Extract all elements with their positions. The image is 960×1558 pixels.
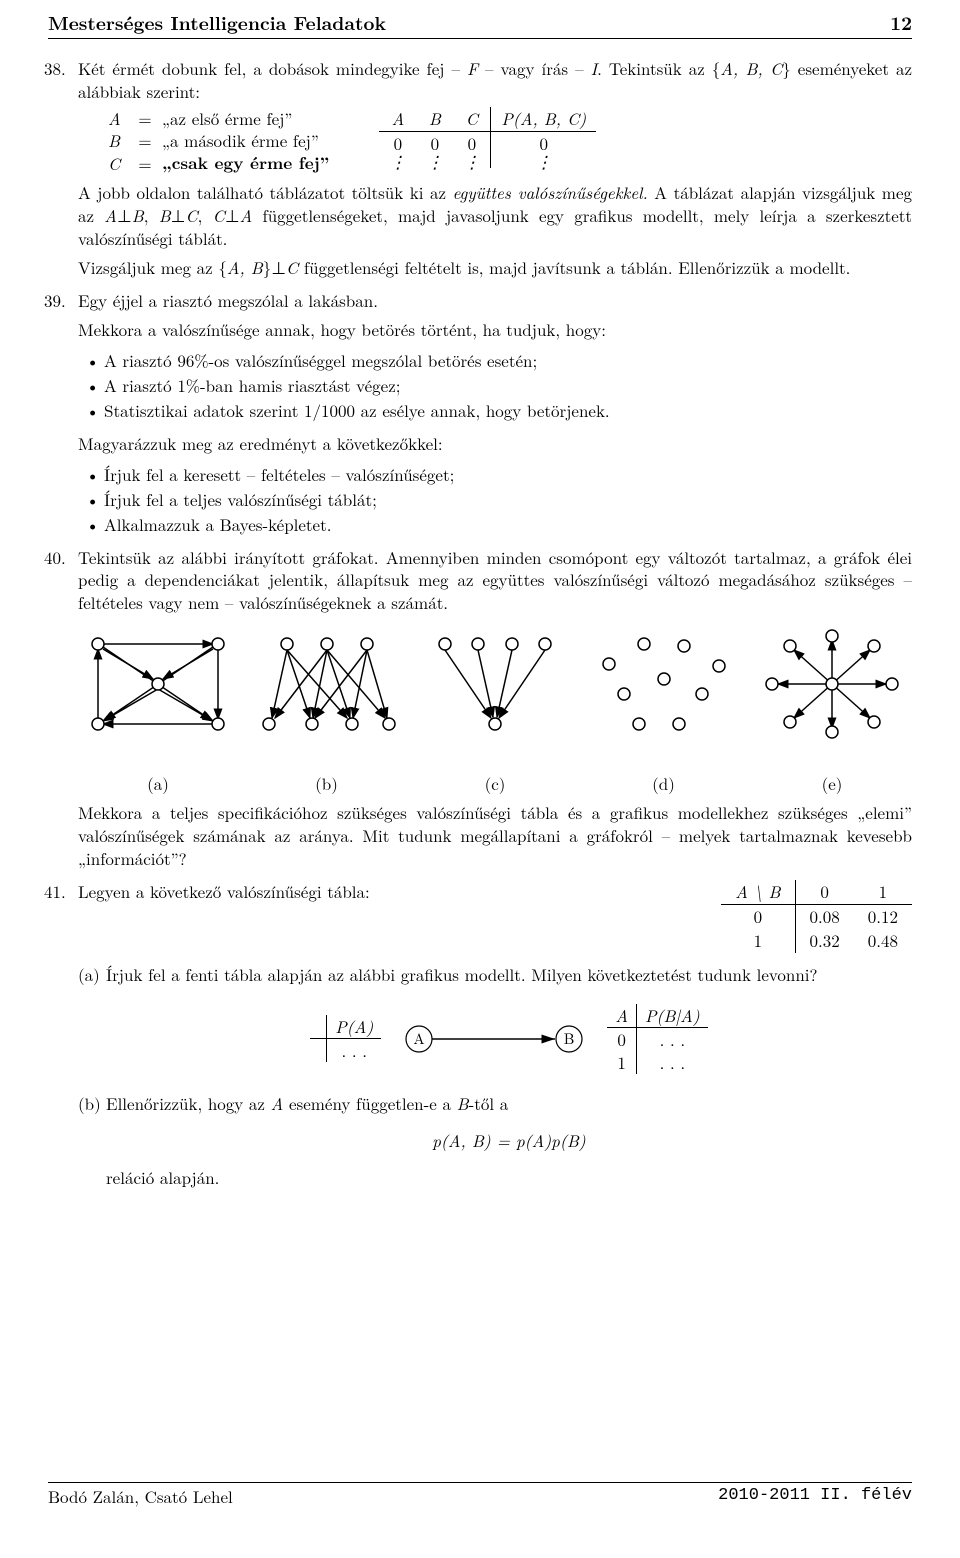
p38-para1: A jobb oldalon található táblázatot tölt… (78, 181, 912, 250)
graph-b (247, 624, 407, 744)
p39-bullets-2: Írjuk fel a keresett – feltételes – való… (78, 463, 912, 536)
p38-definitions: A=„az első érme fej” B=„a második érme f… (108, 107, 329, 176)
p39-mid: Magyarázzuk meg az eredményt a következő… (78, 432, 912, 455)
page-header: Mesterséges Intelligencia Feladatok 12 (48, 10, 912, 39)
p40-intro: Tekintsük az alábbi irányított gráfokat.… (78, 546, 912, 615)
graph-label: (e) (752, 772, 912, 795)
p38-joint-table: A B C P(A, B, C) 0 0 0 0 ⋮ (379, 107, 596, 168)
graph-e (752, 624, 912, 744)
list-item: Írjuk fel a teljes valószínűségi táblát; (104, 488, 912, 511)
footer-term: 2010-2011 II. félév (718, 1485, 912, 1508)
p41-a: (a) Írjuk fel a fenti tábla alapján az a… (78, 963, 912, 1074)
problem-number: 40. (44, 546, 66, 569)
p40-tail: Mekkora a teljes specifikációhoz szükség… (78, 801, 912, 870)
graph-d (584, 624, 744, 744)
problem-41: 41. Legyen a következő valószínűségi táb… (48, 880, 912, 1188)
problem-number: 41. (44, 880, 66, 903)
problem-number: 39. (44, 289, 66, 312)
p41b-text: Ellenőrizzük, hogy az A esemény függetle… (106, 1092, 912, 1115)
list-item: A riasztó 96%-os valószínűséggel megszól… (104, 349, 912, 372)
p41-intro: Legyen a következő valószínűségi tábla: (78, 880, 370, 903)
p39-question: Mekkora a valószínűsége annak, hogy betö… (78, 318, 912, 341)
p41b-equation: p(A, B) = p(A)p(B) (106, 1129, 912, 1152)
subitem-label: (b) (78, 1092, 101, 1115)
problem-38: 38. Két érmét dobunk fel, a dobások mind… (48, 57, 912, 279)
p41-b: (b) Ellenőrizzük, hogy az A esemény függ… (78, 1092, 912, 1189)
footer-authors: Bodó Zalán, Csató Lehel (48, 1485, 233, 1508)
graph-label: (d) (584, 772, 744, 795)
p38-intro: Két érmét dobunk fel, a dobások mindegyi… (78, 57, 912, 103)
header-title: Mesterséges Intelligencia Feladatok (48, 10, 386, 36)
graph-label: (b) (247, 772, 407, 795)
p41a-graphical-model: P(A) . . . A B AP(B|A) (106, 1004, 912, 1074)
p40-graphs (78, 624, 912, 744)
list-item: Statisztikai adatok szerint 1/1000 az es… (104, 399, 912, 422)
graph-c (415, 624, 575, 744)
problem-39: 39. Egy éjjel a riasztó megszólal a laká… (48, 289, 912, 535)
p39-bullets-1: A riasztó 96%-os valószínűséggel megszól… (78, 349, 912, 422)
problem-40: 40. Tekintsük az alábbi irányított gráfo… (48, 546, 912, 871)
svg-text:A: A (414, 1028, 425, 1049)
problem-list: 38. Két érmét dobunk fel, a dobások mind… (48, 57, 912, 1189)
p41-subitems: (a) Írjuk fel a fenti tábla alapján az a… (78, 963, 912, 1189)
p41a-table-PBA: AP(B|A) 0. . . 1. . . (607, 1004, 707, 1074)
p40-labels: (a) (b) (c) (d) (e) (78, 772, 912, 795)
header-page-number: 12 (890, 10, 912, 36)
p41-joint-table: A \ B 0 1 00.080.12 10.320.48 (721, 880, 912, 953)
p38-para2: Vizsgáljuk meg az {A, B}⊥C függetlenségi… (78, 256, 912, 279)
p41a-text: Írjuk fel a fenti tábla alapján az alább… (106, 963, 912, 986)
model-svg: A B (399, 1019, 589, 1059)
p41a-table-PA: P(A) . . . (310, 1015, 381, 1062)
p39-intro: Egy éjjel a riasztó megszólal a lakásban… (78, 289, 912, 312)
graph-label: (a) (78, 772, 238, 795)
page-footer: Bodó Zalán, Csató Lehel 2010-2011 II. fé… (48, 1482, 912, 1508)
svg-text:B: B (564, 1028, 575, 1049)
list-item: Alkalmazzuk a Bayes-képletet. (104, 513, 912, 536)
graph-label: (c) (415, 772, 575, 795)
subitem-label: (a) (78, 963, 100, 986)
graph-a (78, 624, 238, 744)
problem-number: 38. (44, 57, 66, 80)
list-item: A riasztó 1%-ban hamis riasztást végez; (104, 374, 912, 397)
list-item: Írjuk fel a keresett – feltételes – való… (104, 463, 912, 486)
p41b-tail: reláció alapján. (106, 1166, 912, 1189)
